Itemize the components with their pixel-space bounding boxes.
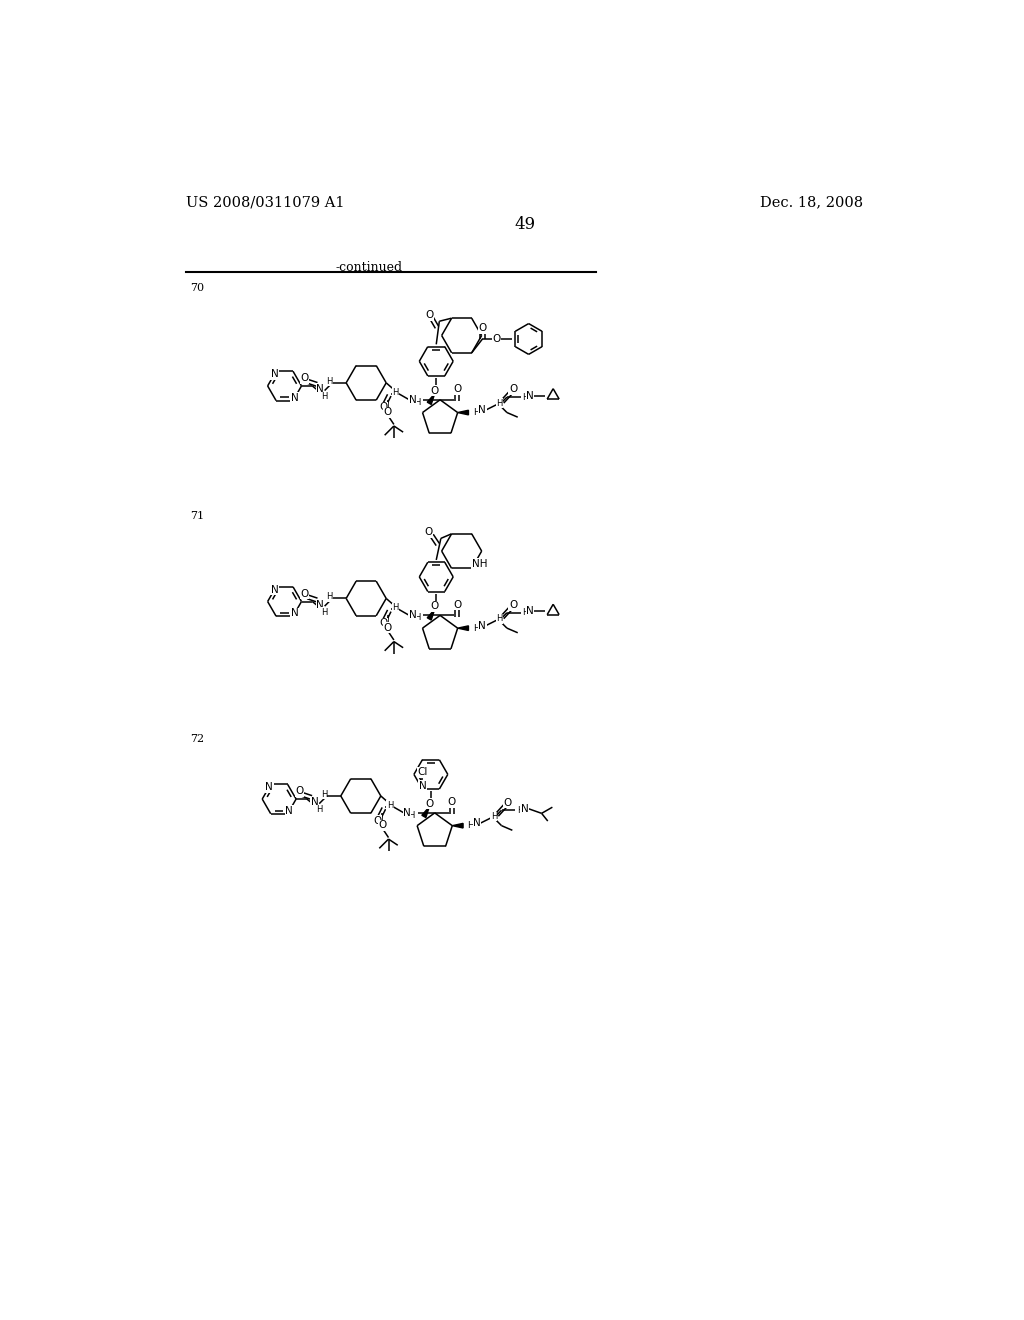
Text: H: H [322,392,328,401]
Polygon shape [458,626,468,631]
Polygon shape [427,610,435,620]
Text: N: N [526,606,534,616]
Text: O: O [295,787,303,796]
Text: H: H [496,614,503,623]
Text: O: O [425,310,433,319]
Text: H: H [321,789,327,799]
Text: O: O [504,797,512,808]
Text: N: N [478,620,486,631]
Text: O: O [430,385,439,396]
Text: H: H [392,388,398,396]
Text: Cl: Cl [417,767,428,777]
Text: H: H [387,801,393,809]
Text: N: N [478,405,486,416]
Text: N: N [316,384,324,393]
Text: H: H [326,593,333,602]
Text: H: H [522,392,528,401]
Text: N: N [265,783,273,792]
Text: O: O [509,384,517,395]
Text: N: N [409,610,416,620]
Text: 71: 71 [190,511,205,521]
Text: O: O [384,407,392,417]
Text: O: O [430,601,439,611]
Text: 70: 70 [190,284,205,293]
Text: N: N [291,609,298,618]
Text: N: N [286,805,293,816]
Text: O: O [379,403,387,412]
Text: O: O [379,618,387,628]
Text: N: N [526,391,534,400]
Text: N: N [316,599,324,610]
Text: H: H [473,408,479,417]
Text: O: O [478,323,486,333]
Text: H: H [414,397,420,407]
Text: H: H [490,812,497,821]
Text: O: O [425,799,433,809]
Text: O: O [509,601,517,610]
Text: H: H [473,623,479,632]
Text: Dec. 18, 2008: Dec. 18, 2008 [761,195,863,210]
Text: O: O [378,820,386,830]
Text: N: N [521,804,528,813]
Text: 49: 49 [514,216,536,234]
Text: N: N [310,797,318,807]
Text: O: O [384,623,392,632]
Text: -continued: -continued [336,261,402,273]
Polygon shape [453,824,463,828]
Text: H: H [496,399,503,408]
Text: O: O [300,589,308,599]
Text: N: N [270,370,279,379]
Text: H: H [392,603,398,612]
Text: N: N [403,808,411,818]
Text: H: H [322,607,328,616]
Text: H: H [409,810,415,820]
Text: O: O [453,599,461,610]
Text: N: N [409,395,416,405]
Text: N: N [419,781,426,791]
Text: O: O [447,797,456,807]
Text: N: N [473,818,481,829]
Text: NH: NH [472,558,487,569]
Text: N: N [291,392,298,403]
Text: H: H [517,805,523,814]
Polygon shape [422,807,429,817]
Text: H: H [414,614,420,622]
Polygon shape [458,411,468,414]
Text: O: O [493,334,501,345]
Text: 72: 72 [190,734,205,744]
Text: O: O [374,816,382,825]
Polygon shape [427,393,435,404]
Text: H: H [522,609,528,618]
Text: O: O [453,384,461,393]
Text: H: H [467,821,474,830]
Text: O: O [300,374,308,383]
Text: US 2008/0311079 A1: US 2008/0311079 A1 [186,195,344,210]
Text: H: H [326,376,333,385]
Text: N: N [270,585,279,595]
Text: H: H [316,805,323,814]
Text: O: O [424,527,433,537]
